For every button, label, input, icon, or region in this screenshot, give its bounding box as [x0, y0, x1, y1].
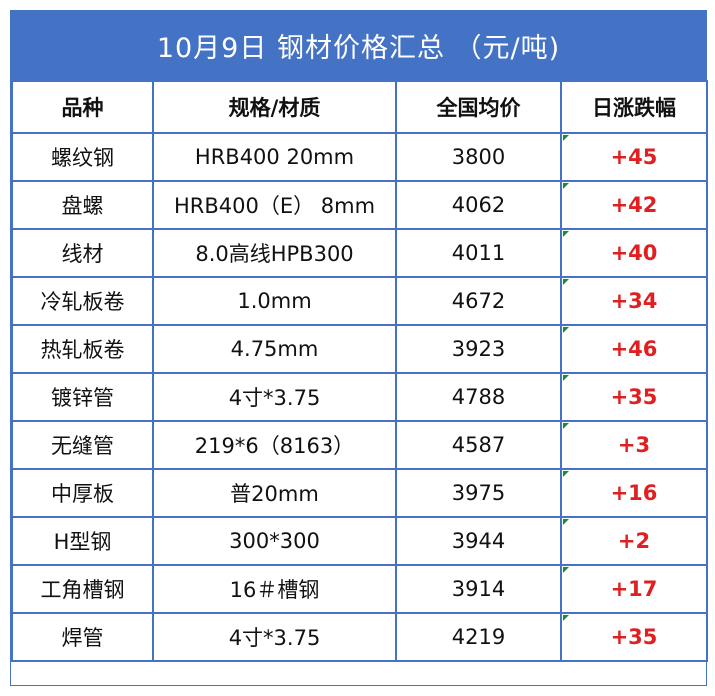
product-name-cell: 工角槽钢 [11, 564, 154, 614]
product-name-cell: 冷轧板卷 [11, 276, 154, 326]
spec-cell: 8.0高线HPB300 [152, 228, 397, 278]
daily-change-cell: +45 [560, 132, 708, 182]
avg-price-cell: 3800 [395, 132, 562, 182]
daily-change-cell: +2 [560, 516, 708, 566]
table-row: 盘螺 HRB400（E） 8mm 4062 +42 [11, 180, 708, 230]
product-name-cell: 热轧板卷 [11, 324, 154, 374]
daily-change-cell: +17 [560, 564, 708, 614]
avg-price-cell: 4672 [395, 276, 562, 326]
column-header-change: 日涨跌幅 [560, 80, 708, 134]
spec-cell: 219*6（8163） [152, 420, 397, 470]
table-row: 冷轧板卷 1.0mm 4672 +34 [11, 276, 708, 326]
avg-price-cell: 3914 [395, 564, 562, 614]
spec-cell: 4寸*3.75 [152, 372, 397, 422]
avg-price-cell: 4011 [395, 228, 562, 278]
spec-cell: HRB400（E） 8mm [152, 180, 397, 230]
daily-change-cell: +35 [560, 612, 708, 662]
column-header-name: 品种 [11, 80, 154, 134]
table-row: 热轧板卷 4.75mm 3923 +46 [11, 324, 708, 374]
header-row: 品种 规格/材质 全国均价 日涨跌幅 [11, 80, 708, 134]
price-table: 品种 规格/材质 全国均价 日涨跌幅 螺纹钢 HRB400 20mm 3800 +45… [11, 80, 708, 662]
avg-price-cell: 3944 [395, 516, 562, 566]
spec-cell: HRB400 20mm [152, 132, 397, 182]
product-name-cell: 镀锌管 [11, 372, 154, 422]
avg-price-cell: 4219 [395, 612, 562, 662]
daily-change-cell: +46 [560, 324, 708, 374]
avg-price-cell: 4062 [395, 180, 562, 230]
daily-change-cell: +40 [560, 228, 708, 278]
spec-cell: 4.75mm [152, 324, 397, 374]
table-row: 无缝管 219*6（8163） 4587 +3 [11, 420, 708, 470]
daily-change-cell: +35 [560, 372, 708, 422]
daily-change-cell: +42 [560, 180, 708, 230]
avg-price-cell: 4788 [395, 372, 562, 422]
product-name-cell: 螺纹钢 [11, 132, 154, 182]
daily-change-cell: +3 [560, 420, 708, 470]
product-name-cell: 线材 [11, 228, 154, 278]
daily-change-cell: +16 [560, 468, 708, 518]
table-row: 螺纹钢 HRB400 20mm 3800 +45 [11, 132, 708, 182]
spec-cell: 4寸*3.75 [152, 612, 397, 662]
spec-cell: 16＃槽钢 [152, 564, 397, 614]
table-row: 工角槽钢 16＃槽钢 3914 +17 [11, 564, 708, 614]
spec-cell: 1.0mm [152, 276, 397, 326]
spec-cell: 普20mm [152, 468, 397, 518]
table-row: 中厚板 普20mm 3975 +16 [11, 468, 708, 518]
table-title: 10月9日 钢材价格汇总 （元/吨) [11, 11, 706, 80]
column-header-price: 全国均价 [395, 80, 562, 134]
product-name-cell: 中厚板 [11, 468, 154, 518]
daily-change-cell: +34 [560, 276, 708, 326]
avg-price-cell: 4587 [395, 420, 562, 470]
table-row: 线材 8.0高线HPB300 4011 +40 [11, 228, 708, 278]
product-name-cell: 无缝管 [11, 420, 154, 470]
product-name-cell: H型钢 [11, 516, 154, 566]
product-name-cell: 焊管 [11, 612, 154, 662]
spec-cell: 300*300 [152, 516, 397, 566]
table-row: 焊管 4寸*3.75 4219 +35 [11, 612, 708, 662]
avg-price-cell: 3975 [395, 468, 562, 518]
table-row: H型钢 300*300 3944 +2 [11, 516, 708, 566]
product-name-cell: 盘螺 [11, 180, 154, 230]
price-summary-table-frame: 10月9日 钢材价格汇总 （元/吨) 品种 规格/材质 全国均价 日涨跌幅 螺纹… [10, 10, 708, 686]
table-row: 镀锌管 4寸*3.75 4788 +35 [11, 372, 708, 422]
column-header-spec: 规格/材质 [152, 80, 397, 134]
avg-price-cell: 3923 [395, 324, 562, 374]
